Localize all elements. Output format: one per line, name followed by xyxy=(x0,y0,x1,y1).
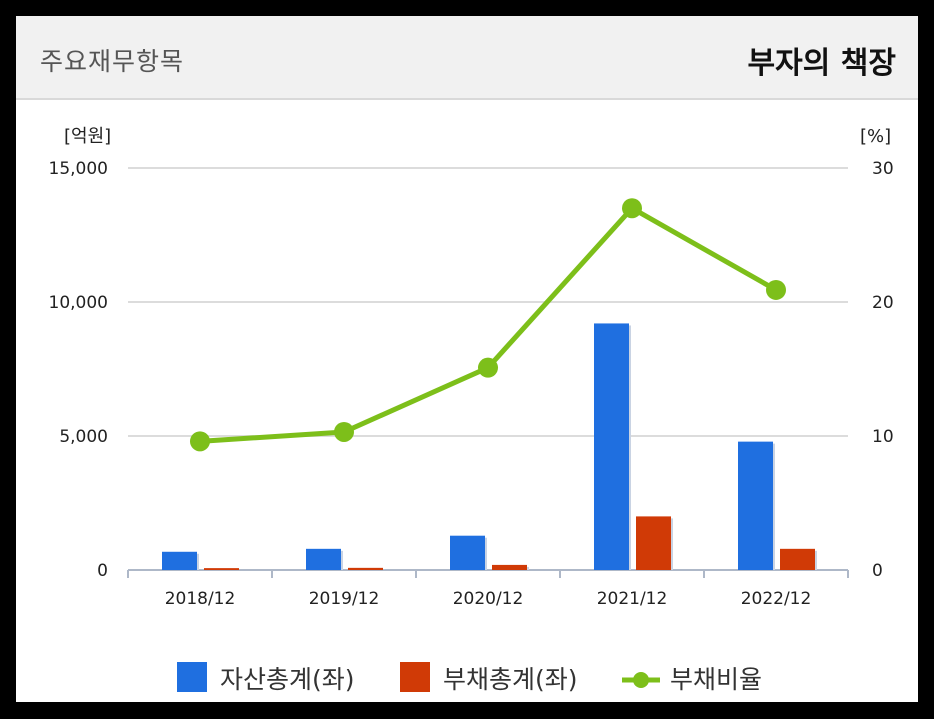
right-unit-label: [%] xyxy=(860,126,891,147)
card-title: 주요재무항목 xyxy=(40,47,185,76)
liabilities-bar xyxy=(348,567,383,570)
right-tick-label: 0 xyxy=(872,561,883,581)
legend-assets-label: 자산총계(좌) xyxy=(220,665,355,694)
left-tick-label: 15,000 xyxy=(49,159,108,179)
right-tick-label: 30 xyxy=(872,159,894,179)
legend-assets-swatch xyxy=(177,662,207,692)
left-unit-label: [억원] xyxy=(64,126,111,147)
card-header: 주요재무항목 부자의 책장 xyxy=(16,16,918,100)
ratio-point xyxy=(190,431,210,452)
assets-bar xyxy=(162,551,197,570)
liabilities-bar xyxy=(204,568,239,570)
assets-bar xyxy=(594,323,629,570)
liabilities-bar xyxy=(492,564,527,570)
axes: 0 0 5,000 10 10,000 20 15,000 30 [억원] [%] 2018/12 2… xyxy=(49,126,894,609)
ratio-line xyxy=(190,198,786,452)
right-tick-label: 20 xyxy=(872,293,894,313)
assets-bar xyxy=(450,535,485,570)
x-tick-label: 2018/12 xyxy=(165,589,236,609)
x-tick-label: 2021/12 xyxy=(597,589,668,609)
bars xyxy=(162,323,817,570)
legend-ratio-marker xyxy=(633,672,649,688)
legend-liabilities-swatch xyxy=(400,662,430,692)
brand-badge: 부자의 책장 xyxy=(747,46,896,81)
liabilities-bar xyxy=(636,516,671,570)
left-tick-label: 10,000 xyxy=(49,293,108,313)
chart-card: 주요재무항목 부자의 책장 xyxy=(16,16,918,702)
assets-bar xyxy=(306,548,341,570)
gridlines xyxy=(128,167,848,437)
x-tick-label: 2020/12 xyxy=(453,589,524,609)
ratio-point xyxy=(766,279,786,300)
ratio-point xyxy=(478,357,498,378)
x-tick-label: 2019/12 xyxy=(309,589,380,609)
ratio-line-path xyxy=(199,205,778,444)
ratio-point xyxy=(622,198,642,219)
x-tick-label: 2022/12 xyxy=(741,589,812,609)
legend-liabilities-label: 부채총계(좌) xyxy=(443,665,578,694)
right-tick-label: 10 xyxy=(872,427,894,447)
left-tick-label: 0 xyxy=(97,561,108,581)
left-tick-label: 5,000 xyxy=(59,427,108,447)
assets-bar xyxy=(738,441,773,570)
legend: 자산총계(좌) 부채총계(좌) 부채비율 xyxy=(177,662,762,694)
ratio-point xyxy=(334,421,354,442)
legend-ratio-label: 부채비율 xyxy=(670,665,762,694)
liabilities-bar xyxy=(780,548,815,570)
